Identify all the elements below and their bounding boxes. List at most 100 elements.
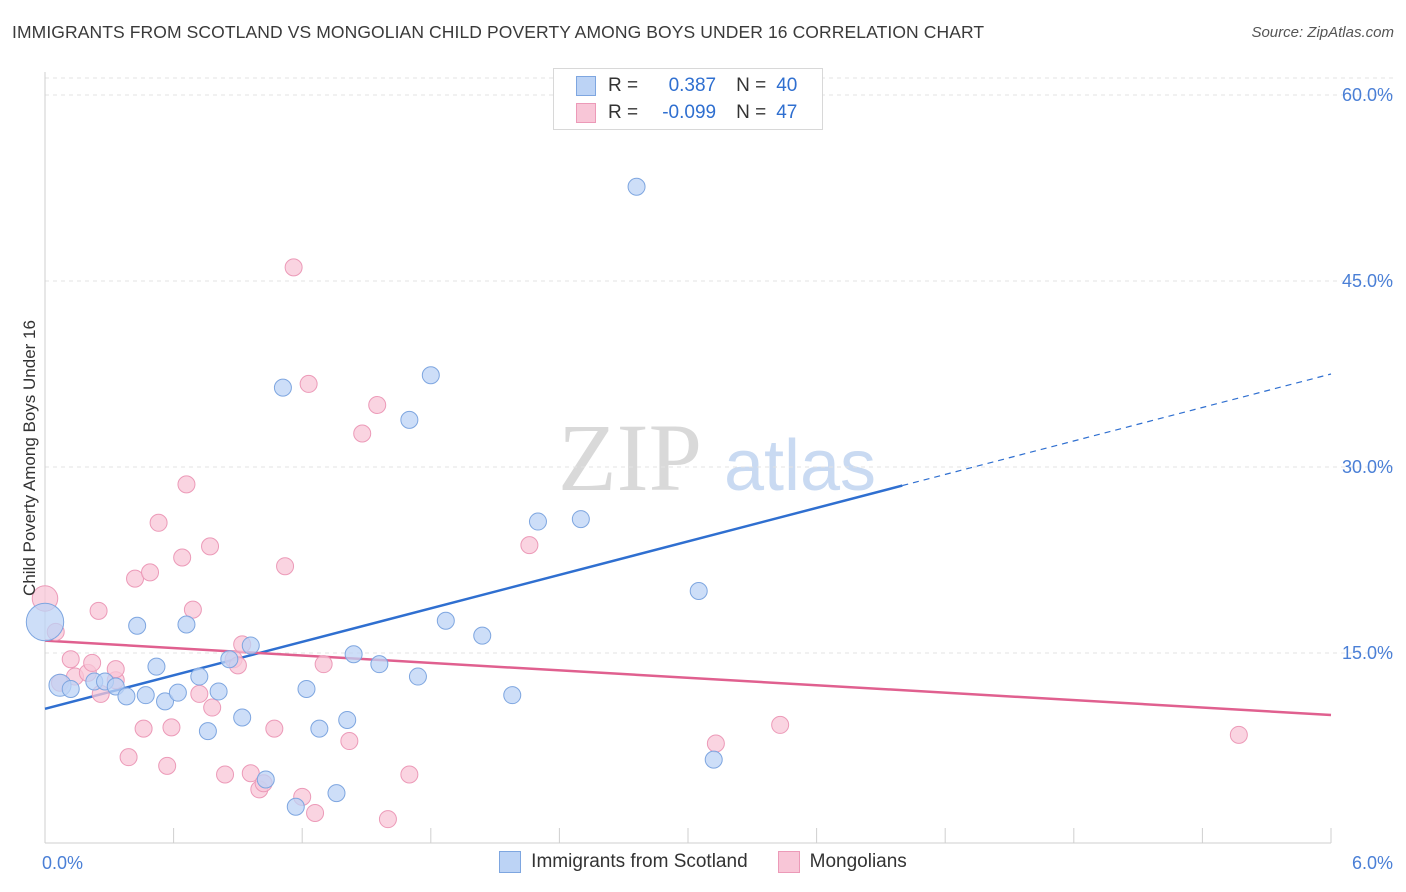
data-point-mongolians xyxy=(134,719,153,738)
data-point-mongolians xyxy=(162,718,181,737)
watermark-zip: ZIP xyxy=(558,404,702,511)
data-point-mongolians xyxy=(284,258,303,277)
data-point-scotland xyxy=(241,636,260,655)
data-point-mongolians xyxy=(340,732,359,751)
data-point-mongolians xyxy=(190,684,209,703)
data-point-scotland xyxy=(128,616,147,635)
data-point-scotland xyxy=(436,611,455,630)
data-point-mongolians xyxy=(306,803,325,822)
data-point-mongolians xyxy=(771,715,790,734)
data-point-scotland xyxy=(61,679,80,698)
stats-r-value: -0.099 xyxy=(662,102,717,123)
data-point-scotland xyxy=(344,645,363,664)
data-point-scotland xyxy=(273,378,292,397)
data-point-scotland xyxy=(689,582,708,600)
data-point-scotland xyxy=(338,710,357,729)
stats-n-label: N = xyxy=(736,75,767,96)
data-point-scotland xyxy=(571,510,590,529)
data-point-scotland xyxy=(147,657,166,676)
data-point-scotland xyxy=(198,722,217,741)
stats-r-value: 0.387 xyxy=(668,75,717,96)
data-point-scotland xyxy=(25,602,65,642)
data-point-mongolians xyxy=(276,557,295,576)
legend-label-scotland: Immigrants from Scotland xyxy=(531,851,748,872)
axes xyxy=(44,72,1332,844)
data-point-mongolians xyxy=(158,756,177,775)
data-point-scotland xyxy=(627,177,646,196)
tick-labels: 15.0% 30.0% 45.0% 60.0% 0.0% 6.0% xyxy=(42,85,1393,873)
data-point-mongolians xyxy=(149,513,168,532)
data-point-mongolians xyxy=(183,600,202,619)
data-point-scotland xyxy=(136,686,155,705)
chart-source: Source: ZipAtlas.com xyxy=(1251,24,1394,41)
watermark-atlas: atlas xyxy=(724,426,876,506)
legend-item-scotland: Immigrants from Scotland xyxy=(499,851,748,873)
trend-line-scotland xyxy=(44,484,903,711)
data-point-scotland xyxy=(473,626,492,645)
data-point-mongolians xyxy=(203,698,222,717)
data-point-mongolians xyxy=(1229,725,1248,744)
data-point-scotland xyxy=(528,512,547,531)
data-point-scotland xyxy=(220,650,239,669)
data-point-scotland xyxy=(117,687,136,706)
data-point-mongolians xyxy=(216,765,235,784)
data-point-mongolians xyxy=(378,810,397,829)
chart-legend: Immigrants from Scotland Mongolians xyxy=(0,851,1406,873)
data-point-mongolians xyxy=(83,653,102,672)
stats-n-value: 40 xyxy=(776,75,798,96)
data-point-mongolians xyxy=(201,537,220,556)
stats-n-label: N = xyxy=(736,102,767,123)
data-point-scotland xyxy=(704,750,723,769)
data-point-scotland xyxy=(190,667,209,686)
data-point-mongolians xyxy=(400,765,419,784)
y-tick-label: 45.0% xyxy=(1342,271,1393,291)
y-tick-label: 15.0% xyxy=(1342,643,1393,663)
trend-extension-scotland xyxy=(902,373,1332,487)
data-point-scotland xyxy=(168,683,187,702)
stats-n-value: 47 xyxy=(776,102,798,123)
stats-row-scotland: R = 0.387 N = 40 xyxy=(576,73,797,99)
correlation-stats-box: R = 0.387 N = 40 R = -0.099 N = 47 xyxy=(553,68,823,130)
data-point-scotland xyxy=(297,679,316,698)
data-point-scotland xyxy=(233,708,252,727)
data-point-mongolians xyxy=(706,734,725,753)
data-point-scotland xyxy=(503,686,522,705)
data-point-scotland xyxy=(156,692,175,711)
data-point-mongolians xyxy=(173,548,192,567)
data-point-mongolians xyxy=(265,719,284,738)
stats-row-mongolians: R = -0.099 N = 47 xyxy=(576,100,797,126)
data-point-scotland xyxy=(310,719,329,738)
data-point-mongolians xyxy=(314,655,333,674)
data-point-scotland xyxy=(209,682,228,701)
trend-lines xyxy=(44,373,1332,717)
data-point-mongolians xyxy=(141,563,160,582)
legend-label-mongolians: Mongolians xyxy=(809,851,907,872)
stats-r-label: R = xyxy=(608,75,639,96)
legend-swatch-mongolians xyxy=(777,851,800,873)
data-point-scotland xyxy=(327,784,346,803)
watermark: ZIP atlas xyxy=(558,404,876,511)
y-tick-label: 60.0% xyxy=(1342,85,1393,105)
data-points xyxy=(25,177,1248,829)
data-point-mongolians xyxy=(299,374,318,393)
data-point-mongolians xyxy=(89,601,108,620)
data-point-scotland xyxy=(421,366,440,385)
data-point-scotland xyxy=(256,770,275,789)
data-point-mongolians xyxy=(368,396,387,414)
trend-line-mongolians xyxy=(44,639,1332,717)
data-point-mongolians xyxy=(177,475,196,494)
data-point-scotland xyxy=(370,655,389,674)
data-point-mongolians xyxy=(119,748,138,767)
chart-title: IMMIGRANTS FROM SCOTLAND VS MONGOLIAN CH… xyxy=(12,22,985,42)
data-point-mongolians xyxy=(61,650,80,669)
x-tick-label: 0.0% xyxy=(42,853,83,873)
data-point-scotland xyxy=(408,667,427,686)
data-point-scotland xyxy=(286,797,305,816)
mongolians-swatch xyxy=(576,103,596,123)
y-tick-label: 30.0% xyxy=(1342,457,1393,477)
stats-r-label: R = xyxy=(608,102,639,123)
data-point-scotland xyxy=(177,615,196,634)
legend-item-mongolians: Mongolians xyxy=(777,851,907,873)
data-point-mongolians xyxy=(126,569,145,588)
